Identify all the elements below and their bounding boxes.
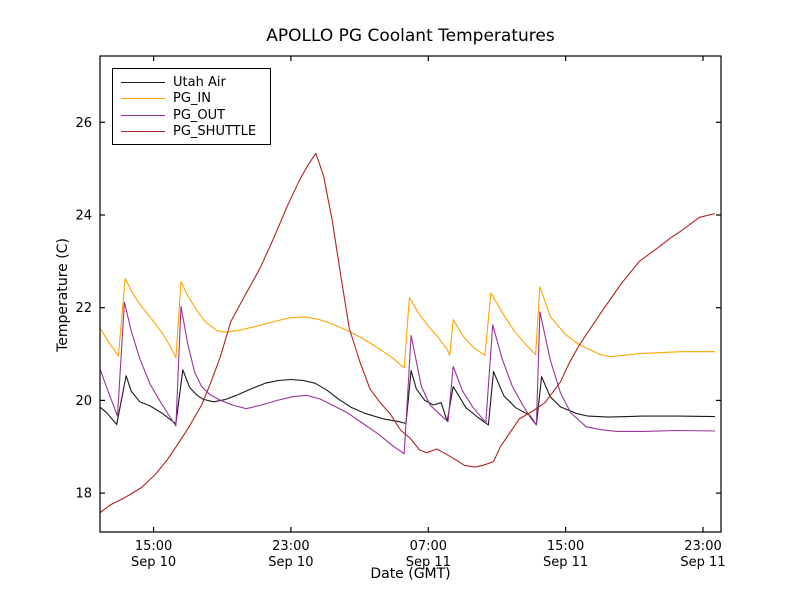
y-axis-label: Temperature (C) <box>55 238 71 352</box>
x-tick-label-date: Sep 10 <box>131 555 176 570</box>
x-tick-label-date: Sep 11 <box>680 555 725 570</box>
y-tick-label: 24 <box>75 209 92 224</box>
legend-label: Utah Air <box>173 74 226 90</box>
x-tick-label-date: Sep 11 <box>406 555 451 570</box>
x-axis-label: Date (GMT) <box>370 566 451 582</box>
y-tick-label: 26 <box>75 116 92 131</box>
series-line-pg-shuttle <box>99 152 716 513</box>
legend-line-sample <box>121 81 165 83</box>
legend-label: PG_SHUTTLE <box>173 124 257 140</box>
series-line-pg-out <box>99 301 716 455</box>
series-line-pg-in <box>99 277 715 369</box>
y-tick-label: 22 <box>75 301 92 316</box>
x-tick-label-time: 15:00 <box>547 539 584 554</box>
series-line-utah-air <box>99 369 716 426</box>
x-tick-label-time: 23:00 <box>272 539 309 554</box>
data-series <box>99 152 716 513</box>
legend-line-sample <box>121 131 165 133</box>
x-tick-label-time: 07:00 <box>410 539 447 554</box>
legend-item-pg-shuttle: PG_SHUTTLE <box>121 124 270 141</box>
legend-item-utah-air: Utah Air <box>121 74 270 91</box>
x-tick-label-time: 15:00 <box>135 539 172 554</box>
legend-line-sample <box>121 114 165 116</box>
legend-item-pg-in: PG_IN <box>121 91 270 108</box>
plot-border <box>99 55 722 533</box>
y-tick-label: 18 <box>75 487 92 502</box>
x-tick-label-time: 23:00 <box>684 539 721 554</box>
chart-title: APOLLO PG Coolant Temperatures <box>266 26 555 46</box>
legend-item-pg-out: PG_OUT <box>121 107 270 124</box>
axis-ticks <box>100 56 721 532</box>
legend: Utah Air PG_IN PG_OUT PG_SHUTTLE <box>112 68 271 145</box>
y-tick-label: 20 <box>75 394 92 409</box>
legend-line-sample <box>121 98 165 100</box>
legend-label: PG_IN <box>173 91 211 107</box>
legend-label: PG_OUT <box>173 107 226 123</box>
x-tick-label-date: Sep 11 <box>543 555 588 570</box>
x-tick-label-date: Sep 10 <box>268 555 313 570</box>
